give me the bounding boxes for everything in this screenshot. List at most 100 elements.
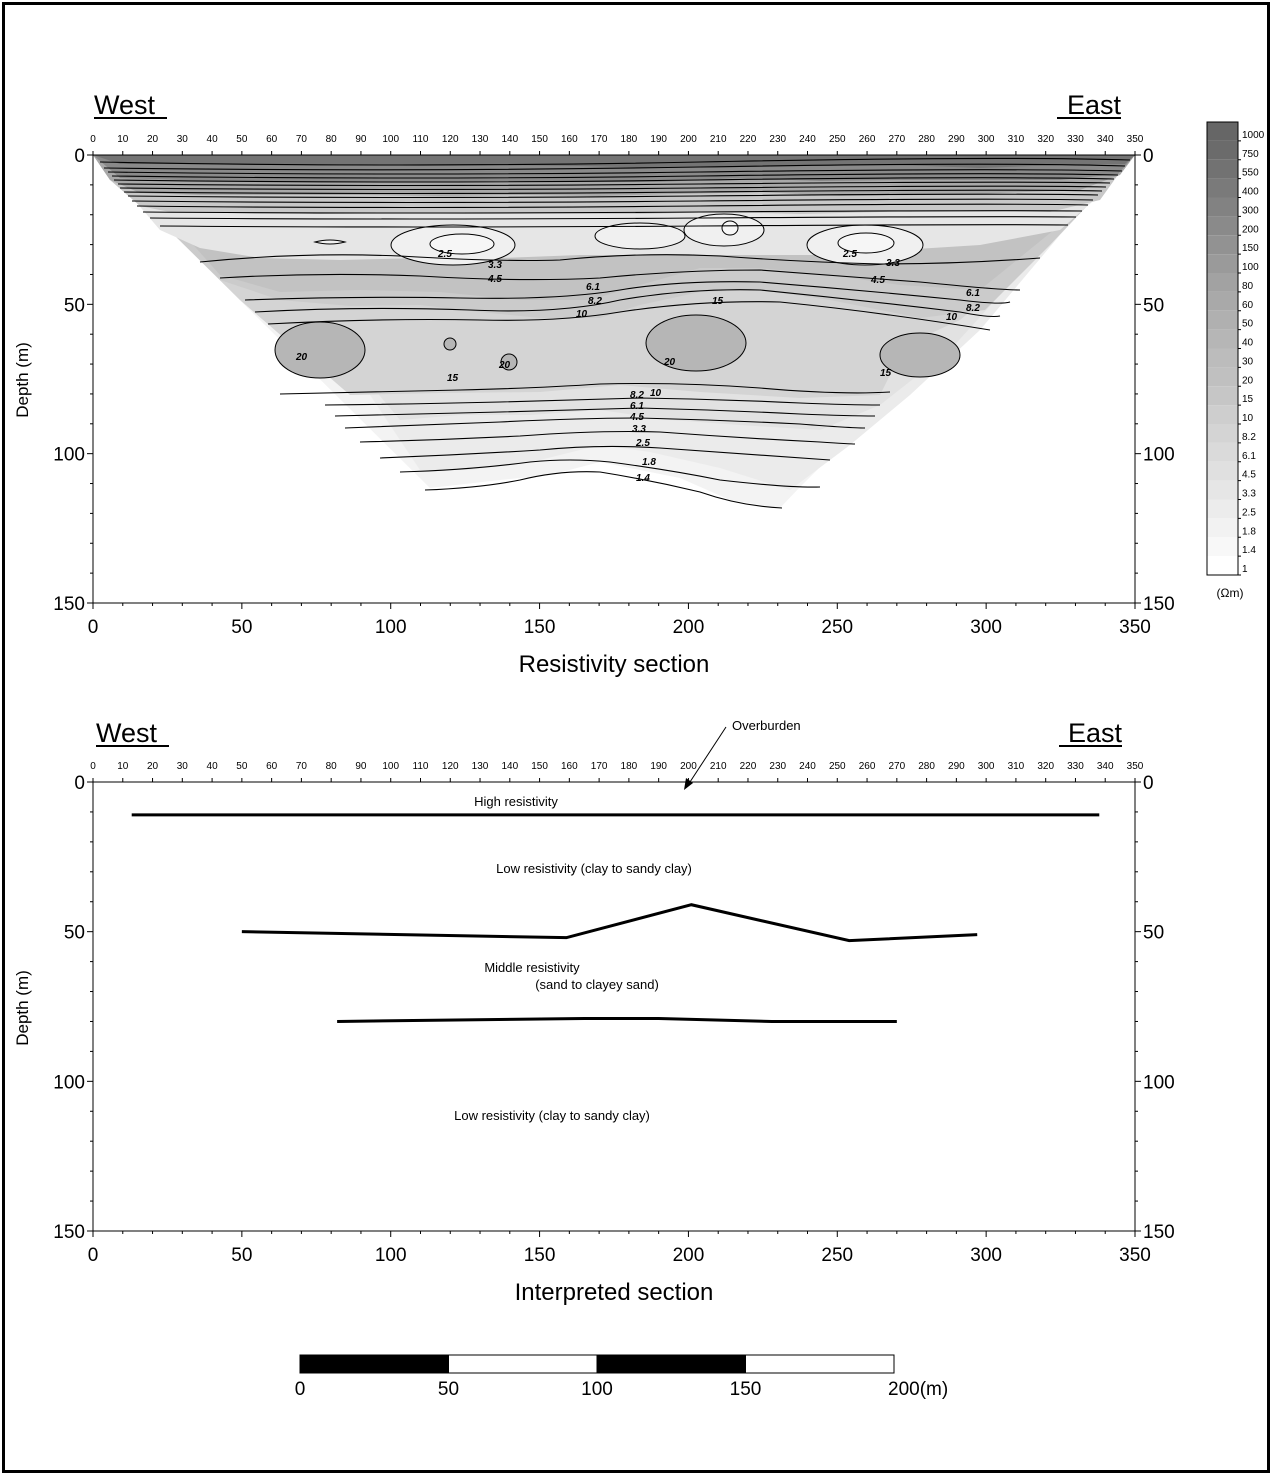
pocket-high-5: [500, 353, 518, 371]
depth-tick-label: 150: [1143, 594, 1175, 615]
colorbar-label: 100: [1242, 262, 1259, 273]
depth-tick-label: 0: [1143, 146, 1154, 167]
colorbar-label: 750: [1242, 149, 1259, 160]
contour-label: 2.5: [437, 249, 452, 260]
top-tick-label: 50: [236, 761, 248, 772]
contour-label: 10: [576, 309, 588, 320]
bottom-tick-label: 150: [524, 1245, 556, 1266]
bottom-tick-label: 50: [231, 1245, 252, 1266]
depth-tick-label: 100: [53, 1072, 85, 1093]
top-tick-label: 210: [710, 761, 727, 772]
colorbar-label: 6.1: [1242, 451, 1256, 462]
bottom-tick-label: 350: [1119, 1245, 1151, 1266]
scale-label: 200(m): [888, 1379, 948, 1400]
top-tick-label: 220: [740, 134, 757, 145]
colorbar-unit: (Ωm): [1217, 586, 1244, 600]
top-tick-label: 270: [888, 134, 905, 145]
colorbar-label: 150: [1242, 243, 1259, 254]
resistivity-caption: Resistivity section: [519, 651, 710, 678]
top-tick-label: 180: [621, 134, 638, 145]
depth-tick-label: 150: [1143, 1222, 1175, 1243]
top-tick-label: 200: [680, 134, 697, 145]
contour-label: 4.5: [629, 412, 644, 423]
top-tick-label: 230: [769, 761, 786, 772]
boundary-line: [241, 903, 978, 943]
top-tick-label: 0: [90, 761, 96, 772]
contour-label: 1.4: [636, 473, 650, 484]
layer-label: Low resistivity (clay to sandy clay): [496, 861, 692, 876]
top-tick-label: 170: [591, 134, 608, 145]
colorbar-swatch: [1207, 122, 1238, 141]
top-tick-label: 240: [799, 761, 816, 772]
scale-segment: [745, 1354, 895, 1374]
top-tick-label: 190: [650, 761, 667, 772]
top-tick-label: 350: [1127, 761, 1144, 772]
layer-label: Middle resistivity: [484, 960, 580, 975]
top-tick-label: 10: [117, 134, 129, 145]
pocket-low-3: [594, 222, 686, 250]
colorbar-label: 550: [1242, 168, 1259, 179]
scale-label: 100: [581, 1379, 613, 1400]
top-tick-label: 100: [382, 761, 399, 772]
colorbar-swatch: [1207, 178, 1238, 198]
depth-tick-label: 50: [1143, 295, 1164, 316]
top-tick-label: 310: [1008, 134, 1025, 145]
y-axis-label: Depth (m): [13, 342, 32, 418]
scale-segment: [596, 1354, 746, 1374]
contour-label: 20: [663, 357, 676, 368]
scale-bar: 0 50 100 150 200(m): [295, 1354, 948, 1400]
scale-segment: [299, 1354, 449, 1374]
colorbar-swatch: [1207, 556, 1238, 575]
top-tick-label: 10: [117, 761, 129, 772]
contour-label: 15: [880, 368, 892, 379]
west-label: West: [96, 718, 158, 748]
colorbar-frame: [1206, 121, 1239, 576]
top-tick-label: 30: [177, 761, 189, 772]
contour-label: 2.5: [842, 249, 857, 260]
top-tick-label: 280: [918, 134, 935, 145]
bottom-tick-label: 0: [88, 617, 99, 638]
bottom-axis-ticks: 0 50 100 150 200 250 300 350: [88, 603, 1151, 638]
colorbar-swatch: [1207, 537, 1238, 557]
west-label: West: [94, 90, 156, 120]
colorbar-swatch: [1207, 310, 1238, 330]
colorbar-swatch: [1207, 216, 1238, 236]
contour-label: 3.3: [488, 260, 502, 271]
interpreted-panel: West East 0 10 20 30 40 50 60 70 80 90 100 110 120 13…: [13, 718, 1175, 1306]
colorbar-swatch: [1207, 273, 1238, 292]
colorbar-label: 60: [1242, 300, 1254, 311]
scale-label: 50: [438, 1379, 459, 1400]
colorbar-swatch: [1207, 254, 1238, 273]
bottom-tick-label: 300: [970, 617, 1002, 638]
colorbar-swatch: [1207, 442, 1238, 462]
colorbar-label: 400: [1242, 187, 1259, 198]
colorbar-swatch: [1207, 197, 1238, 217]
bottom-tick-label: 200: [673, 1245, 705, 1266]
pocket-low-5: [313, 239, 347, 245]
contour-lines: [99, 157, 1131, 509]
east-label: East: [1067, 90, 1122, 120]
top-tick-label: 70: [296, 761, 308, 772]
top-axis-ticks: 0 10 20 30 40 50 60 70 80 90 100 110 120 130 140 150 160…: [90, 761, 1144, 782]
top-tick-label: 100: [382, 134, 399, 145]
contour-label: 2.5: [635, 438, 650, 449]
top-tick-label: 260: [859, 761, 876, 772]
top-tick-label: 60: [266, 761, 278, 772]
contour-label: 10: [650, 388, 662, 399]
top-tick-label: 140: [501, 134, 518, 145]
bottom-tick-label: 100: [375, 1245, 407, 1266]
colorbar-swatch: [1207, 348, 1238, 368]
top-tick-label: 20: [147, 761, 159, 772]
top-tick-label: 160: [561, 761, 578, 772]
boundary-line: [337, 1016, 897, 1023]
colorbar-swatch: [1207, 367, 1238, 387]
layer-label: High resistivity: [474, 794, 558, 809]
bottom-axis-ticks: 0 50 100 150 200 250 300 350: [88, 1231, 1151, 1266]
top-tick-label: 110: [413, 134, 429, 145]
colorbar-swatch: [1207, 424, 1238, 443]
pocket-low-4b: [721, 220, 739, 236]
contour-label: 6.1: [586, 282, 600, 293]
overburden-label: Overburden: [732, 718, 801, 733]
contour-label: 4.5: [487, 274, 502, 285]
